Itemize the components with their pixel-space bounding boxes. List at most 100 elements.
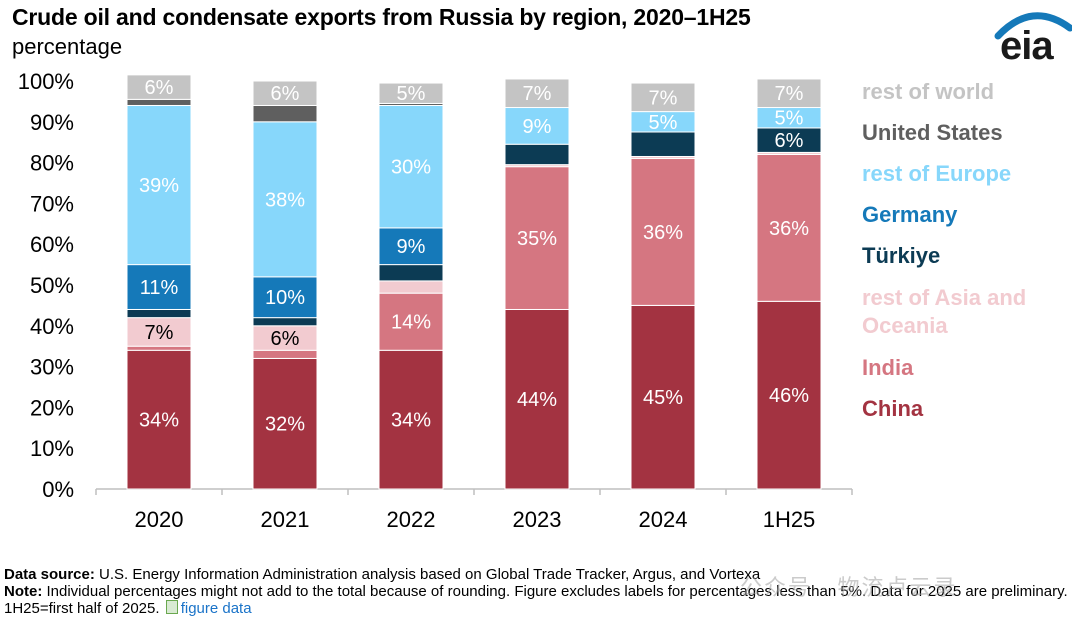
data-label: 30% <box>391 157 431 179</box>
data-label: 6% <box>775 130 804 152</box>
bar-segment-india <box>252 349 318 359</box>
bar-segment-turkiye <box>126 308 192 319</box>
data-source-line: Data source: U.S. Energy Information Adm… <box>4 566 1074 583</box>
note-label: Note: <box>4 583 43 600</box>
bar-segment-turkiye <box>378 264 444 282</box>
bar-segment-turkiye <box>630 131 696 157</box>
data-label: 6% <box>145 77 174 99</box>
bar-segment-united-states <box>252 104 318 123</box>
data-label: 34% <box>139 410 179 432</box>
bar-segment-india <box>378 292 444 351</box>
bar-segment-china <box>756 300 822 490</box>
data-label: 34% <box>391 410 431 432</box>
data-label: 39% <box>139 175 179 197</box>
legend-item: rest of world <box>862 79 994 104</box>
bar-segment-united-states <box>126 98 192 106</box>
x-tick-label: 2021 <box>261 507 310 532</box>
legend-item: rest of Europe <box>862 161 1011 186</box>
legend-item: Germany <box>862 202 958 227</box>
footer: Data source: U.S. Energy Information Adm… <box>4 566 1074 617</box>
bar-segment-rest-asia <box>378 280 444 294</box>
note-text: Individual percentages might not add to … <box>4 583 1068 617</box>
bar-segment-india <box>630 158 696 306</box>
y-tick-label: 70% <box>30 191 74 216</box>
data-label: 46% <box>769 385 809 407</box>
data-source-label: Data source: <box>4 566 95 583</box>
bar-segment-india <box>756 153 822 302</box>
y-tick-label: 0% <box>42 477 74 502</box>
legend-item: China <box>862 396 924 421</box>
bar-segment-rest-world <box>756 78 822 109</box>
legend-item: Türkiye <box>862 243 940 268</box>
data-label: 11% <box>140 277 179 299</box>
watermark: 公众号 · 物流卢云录 <box>740 575 958 600</box>
data-label: 36% <box>769 218 809 240</box>
data-label: 10% <box>265 287 305 309</box>
bar-segment-rest-world <box>504 78 570 109</box>
y-tick-label: 30% <box>30 355 74 380</box>
bar-segment-rest-world <box>630 82 696 113</box>
x-tick-label: 1H25 <box>763 507 816 532</box>
bar-segment-rest-europe <box>504 107 570 145</box>
figure-data-icon <box>165 600 178 614</box>
bar-segment-china <box>252 357 318 490</box>
y-tick-label: 50% <box>30 273 74 298</box>
bar-segment-germany <box>378 227 444 266</box>
bar-segment-rest-world <box>378 82 444 104</box>
data-label: 7% <box>145 322 174 344</box>
data-label: 14% <box>391 312 431 334</box>
y-tick-label: 100% <box>18 69 74 94</box>
legend-item: United States <box>862 120 1003 145</box>
bar-segment-china <box>504 308 570 490</box>
data-label: 36% <box>643 222 683 244</box>
note-line: Note: Individual percentages might not a… <box>4 583 1074 617</box>
y-tick-label: 80% <box>30 151 74 176</box>
data-label: 6% <box>271 83 300 105</box>
bar-segment-turkiye <box>756 127 822 153</box>
x-tick-label: 2023 <box>513 507 562 532</box>
bar-segment-china <box>630 304 696 490</box>
data-label: 9% <box>523 116 552 138</box>
bar-segment-rest-world <box>126 74 192 100</box>
bar-segment-rest-europe <box>126 104 192 266</box>
y-tick-label: 90% <box>30 110 74 135</box>
y-tick-label: 60% <box>30 232 74 257</box>
data-label: 5% <box>649 112 678 134</box>
data-label: 7% <box>775 83 804 105</box>
data-label: 7% <box>523 83 552 105</box>
x-tick-label: 2022 <box>387 507 436 532</box>
data-label: 6% <box>271 328 300 350</box>
data-label: 9% <box>397 236 426 258</box>
legend-item: India <box>862 355 914 380</box>
x-tick-label: 2020 <box>135 507 184 532</box>
stacked-bar-chart: 0% 10% 20% 30% 40% 50% 60% 70% 80% 90% 100% 34% 7% 11… <box>18 69 1027 532</box>
logo-text: eia <box>1000 24 1054 68</box>
legend-item: rest of Asia and Oceania <box>862 285 1026 338</box>
bar-segment-rest-europe <box>252 121 318 278</box>
y-tick-label: 40% <box>30 314 74 339</box>
bar-segment-india <box>504 166 570 310</box>
bar-segment-rest-europe <box>378 104 444 229</box>
y-tick-label: 10% <box>30 436 74 461</box>
x-tick-label: 2024 <box>639 507 688 532</box>
data-label: 7% <box>649 87 678 109</box>
data-label: 44% <box>517 389 557 411</box>
chart-subtitle: percentage <box>12 34 123 59</box>
bar-segment-rest-world <box>252 80 318 106</box>
bar-segment-rest-asia <box>252 325 318 351</box>
chart-title: Crude oil and condensate exports from Ru… <box>12 4 751 30</box>
data-source-text: U.S. Energy Information Administration a… <box>99 566 761 583</box>
bar-segment-turkiye <box>252 317 318 327</box>
data-label: 5% <box>775 108 804 130</box>
eia-logo: eia <box>992 6 1072 70</box>
data-label: 38% <box>265 189 305 211</box>
data-label: 32% <box>265 414 305 436</box>
figure-data-link[interactable]: figure data <box>180 600 252 617</box>
bar-segment-turkiye <box>504 143 570 166</box>
data-label: 45% <box>643 387 683 409</box>
y-tick-label: 20% <box>30 395 74 420</box>
data-label: 5% <box>397 83 426 105</box>
bar-segment-china <box>378 349 444 490</box>
bar-segment-india <box>126 345 192 351</box>
data-label: 35% <box>517 228 557 250</box>
